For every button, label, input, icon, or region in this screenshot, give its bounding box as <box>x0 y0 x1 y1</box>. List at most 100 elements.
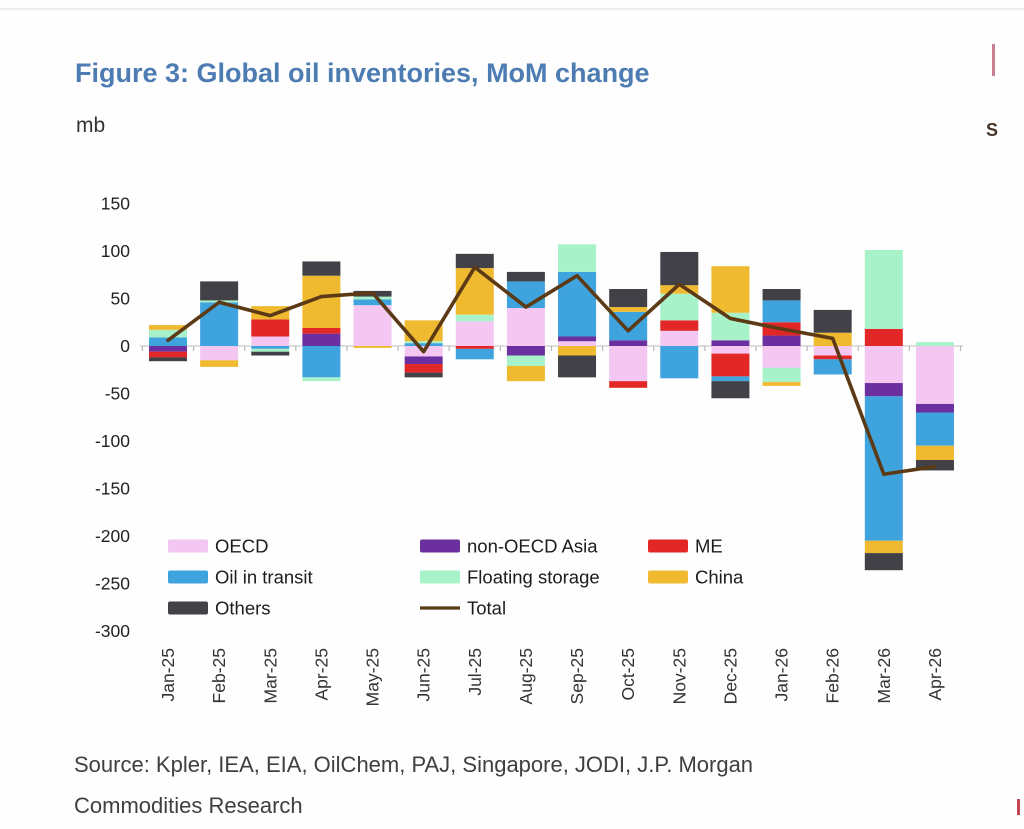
bar-segment-me-oct-25 <box>609 381 648 388</box>
figure-title: Figure 3: Global oil inventories, MoM ch… <box>75 58 650 89</box>
bar-segment-non-oecd-asia-mar-26 <box>864 383 903 397</box>
source-line-1: Source: Kpler, IEA, EIA, OilChem, PAJ, S… <box>74 752 754 777</box>
bar-segment-me-feb-26 <box>813 355 852 360</box>
legend-non-oecd-asia-label: non-OECD Asia <box>467 536 598 557</box>
legend-total-label: Total <box>467 598 506 619</box>
bar-segment-non-oecd-asia-oct-25 <box>609 340 648 346</box>
x-axis-label-jan-26: Jan-26 <box>772 648 792 702</box>
bar-segment-oil-in-transit-apr-26 <box>915 412 954 446</box>
x-axis-label-nov-25: Nov-25 <box>669 648 689 704</box>
y-axis-tick-label: 100 <box>101 241 130 261</box>
bar-segment-floating-storage-mar-25 <box>251 348 290 352</box>
bar-segment-oil-in-transit-mar-25 <box>251 346 290 349</box>
bar-segment-oecd-aug-25 <box>506 308 545 346</box>
bar-segment-oil-in-transit-feb-25 <box>200 302 239 346</box>
legend-oil-in-transit-swatch <box>168 570 208 584</box>
legend-others-swatch <box>168 601 208 615</box>
legend-china-label: China <box>695 567 744 588</box>
bar-segment-floating-storage-jan-26 <box>762 367 801 383</box>
source-line-2: Commodities Research <box>74 793 303 818</box>
y-axis-tick-label: -100 <box>95 431 130 451</box>
y-axis-tick-label: 150 <box>101 194 130 214</box>
top-divider <box>0 8 1024 10</box>
bar-segment-oecd-apr-26 <box>915 346 954 404</box>
bar-segment-me-apr-25 <box>302 327 341 334</box>
bar-segment-floating-storage-jan-25 <box>149 329 187 338</box>
bar-segment-floating-storage-jun-25 <box>404 341 443 344</box>
bar-segment-oecd-nov-25 <box>660 330 699 346</box>
bar-segment-non-oecd-asia-jan-26 <box>762 335 801 346</box>
bar-segment-oecd-sep-25 <box>558 341 597 346</box>
bar-segment-floating-storage-may-25 <box>353 296 392 300</box>
x-axis-label-jul-25: Jul-25 <box>465 648 485 696</box>
bar-segment-china-may-25 <box>353 346 392 348</box>
y-axis-tick-label: 0 <box>120 336 130 356</box>
bar-segment-china-dec-25 <box>711 266 750 313</box>
bar-segment-oil-in-transit-nov-25 <box>660 346 699 379</box>
bar-segment-china-aug-25 <box>506 365 545 382</box>
x-axis-label-dec-25: Dec-25 <box>720 648 740 704</box>
bar-segment-china-oct-25 <box>609 307 648 312</box>
bar-segment-non-oecd-asia-apr-25 <box>302 333 341 346</box>
bar-segment-others-jan-26 <box>762 289 801 301</box>
page-edge-artifact-glyph: S <box>986 120 999 140</box>
bar-segment-oil-in-transit-sep-25 <box>558 271 597 337</box>
x-axis-label-may-25: May-25 <box>363 648 383 706</box>
bar-segment-oecd-jul-25 <box>455 321 494 346</box>
x-axis-label-feb-26: Feb-26 <box>823 648 843 703</box>
bar-segment-others-apr-25 <box>302 261 341 276</box>
bar-segment-others-feb-26 <box>813 309 852 333</box>
y-axis-tick-label: -300 <box>95 621 130 641</box>
y-axis-tick-label: -200 <box>95 526 130 546</box>
bar-segment-me-mar-25 <box>251 319 290 337</box>
bar-segment-me-jul-25 <box>455 346 494 349</box>
x-axis-label-apr-25: Apr-25 <box>311 648 331 701</box>
x-axis-label-apr-26: Apr-26 <box>925 648 945 701</box>
bar-segment-others-sep-25 <box>558 355 597 378</box>
bar-segment-oecd-feb-25 <box>200 346 239 361</box>
bar-segment-others-mar-25 <box>251 351 290 356</box>
bar-segment-floating-storage-apr-25 <box>302 377 341 382</box>
bar-segment-others-aug-25 <box>506 271 545 282</box>
x-axis-label-mar-26: Mar-26 <box>874 648 894 703</box>
bar-segment-floating-storage-aug-25 <box>506 355 545 366</box>
bar-segment-floating-storage-sep-25 <box>558 244 597 272</box>
legend-floating-storage-label: Floating storage <box>467 567 600 588</box>
bar-segment-non-oecd-asia-dec-25 <box>711 340 750 346</box>
bar-segment-oil-in-transit-may-25 <box>353 299 392 306</box>
legend-me-label: ME <box>695 536 723 557</box>
legend-me-swatch <box>648 539 688 553</box>
bar-segment-non-oecd-asia-apr-26 <box>915 403 954 413</box>
bar-segment-oecd-mar-25 <box>251 336 290 346</box>
x-axis-label-aug-25: Aug-25 <box>516 648 536 704</box>
page-edge-artifact-line <box>992 44 995 76</box>
x-axis-label-oct-25: Oct-25 <box>618 648 638 701</box>
legend-oecd-swatch <box>168 539 208 553</box>
bar-segment-oil-in-transit-jul-25 <box>455 348 494 360</box>
bar-segment-non-oecd-asia-sep-25 <box>558 336 597 342</box>
bar-segment-oecd-dec-25 <box>711 346 750 354</box>
y-axis-tick-label: -150 <box>95 479 130 499</box>
x-axis-label-jun-25: Jun-25 <box>414 648 434 702</box>
bar-segment-floating-storage-mar-26 <box>864 250 903 329</box>
y-axis-tick-label: -250 <box>95 574 130 594</box>
bar-segment-floating-storage-apr-26 <box>915 342 954 346</box>
legend-floating-storage-swatch <box>420 570 460 584</box>
bar-segment-non-oecd-asia-jan-25 <box>149 346 187 352</box>
bar-segment-china-jan-26 <box>762 382 801 386</box>
legend-non-oecd-asia-swatch <box>420 539 460 553</box>
bar-segment-china-mar-26 <box>864 540 903 554</box>
bar-segment-others-mar-26 <box>864 553 903 571</box>
bar-segment-china-nov-25 <box>660 285 699 294</box>
bar-segment-floating-storage-jul-25 <box>455 314 494 322</box>
bar-segment-oil-in-transit-mar-26 <box>864 396 903 541</box>
y-axis-tick-label: -50 <box>105 384 131 404</box>
total-line <box>166 265 937 477</box>
bar-segment-others-feb-25 <box>200 281 239 301</box>
bar-segment-oil-in-transit-jun-25 <box>404 343 443 346</box>
bar-segment-non-oecd-asia-jun-25 <box>404 356 443 365</box>
bar-segment-others-nov-25 <box>660 251 699 286</box>
x-axis-label-feb-25: Feb-25 <box>209 648 229 703</box>
y-axis-tick-label: 50 <box>111 289 131 309</box>
